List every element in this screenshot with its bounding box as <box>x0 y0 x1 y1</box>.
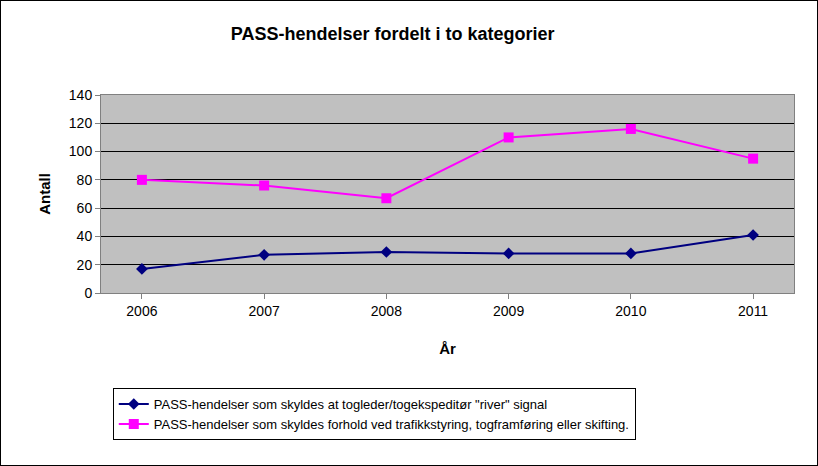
svg-text:2011: 2011 <box>738 303 768 319</box>
svg-text:2010: 2010 <box>615 303 646 319</box>
svg-text:0: 0 <box>84 285 92 301</box>
svg-text:80: 80 <box>77 172 93 188</box>
svg-text:2008: 2008 <box>371 303 402 319</box>
svg-text:Antall: Antall <box>36 173 53 215</box>
svg-text:40: 40 <box>77 228 93 244</box>
svg-text:PASS-hendelser som skyldes for: PASS-hendelser som skyldes forhold ved t… <box>154 417 629 432</box>
svg-text:År: År <box>439 340 456 357</box>
svg-text:140: 140 <box>69 87 93 103</box>
svg-text:100: 100 <box>69 143 93 159</box>
svg-text:60: 60 <box>77 200 93 216</box>
svg-text:120: 120 <box>69 115 93 131</box>
svg-text:2006: 2006 <box>126 303 157 319</box>
svg-text:PASS-hendelser som skyldes at: PASS-hendelser som skyldes at togleder/t… <box>154 397 548 412</box>
svg-text:2009: 2009 <box>493 303 524 319</box>
svg-text:20: 20 <box>77 257 93 273</box>
svg-text:PASS-hendelser fordelt i to ka: PASS-hendelser fordelt i to kategorier <box>231 24 555 44</box>
svg-text:2007: 2007 <box>249 303 280 319</box>
